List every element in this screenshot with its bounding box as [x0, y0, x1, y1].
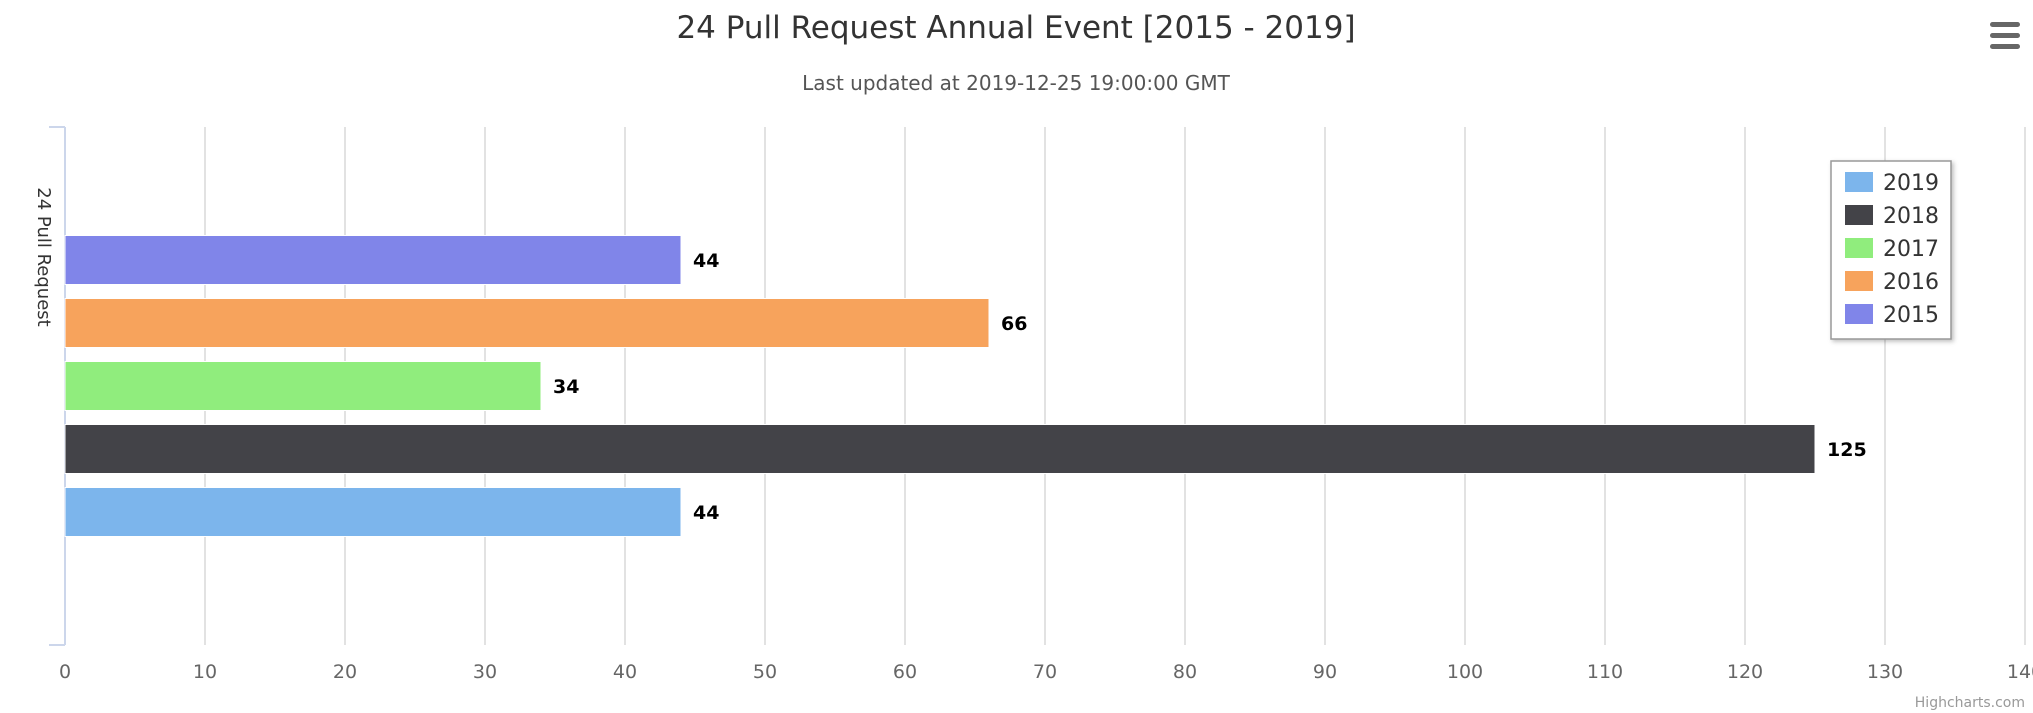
legend-label: 2016 — [1883, 270, 1939, 295]
legend-item-2016[interactable]: 2016 — [1845, 270, 1939, 295]
data-label-2017: 34 — [553, 376, 579, 398]
x-tick-label: 50 — [753, 661, 777, 683]
legend-item-2019[interactable]: 2019 — [1845, 171, 1939, 196]
x-tick-label: 0 — [59, 661, 71, 683]
legend-item-2017[interactable]: 2017 — [1845, 237, 1939, 262]
y-axis-title: 24 Pull Request — [33, 187, 54, 326]
x-tick-label: 70 — [1033, 661, 1057, 683]
legend-item-2015[interactable]: 2015 — [1845, 303, 1939, 328]
x-axis-tick-labels: 0 10 20 30 40 50 60 70 80 90 100 110 120 130 140 — [59, 661, 2033, 683]
data-labels: 44 66 34 125 44 — [553, 250, 1867, 524]
chart-subtitle: Last updated at 2019-12-25 19:00:00 GMT — [802, 71, 1231, 95]
x-tick-label: 60 — [893, 661, 917, 683]
bar-2017[interactable] — [64, 361, 542, 411]
x-tick-label: 120 — [1727, 661, 1763, 683]
legend-swatch — [1845, 205, 1873, 225]
data-label-2019: 44 — [693, 502, 719, 524]
legend-swatch — [1845, 271, 1873, 291]
x-tick-label: 40 — [613, 661, 637, 683]
legend-swatch — [1845, 238, 1873, 258]
chart-title: 24 Pull Request Annual Event [2015 - 201… — [676, 10, 1355, 46]
legend-swatch — [1845, 172, 1873, 192]
legend-item-2018[interactable]: 2018 — [1845, 204, 1939, 229]
legend-swatch — [1845, 304, 1873, 324]
bar-2016[interactable] — [64, 298, 990, 348]
bar-2018[interactable] — [64, 424, 1816, 474]
data-label-2018: 125 — [1827, 439, 1867, 461]
bar-series — [64, 235, 1816, 537]
legend-label: 2019 — [1883, 171, 1939, 196]
x-tick-label: 110 — [1587, 661, 1623, 683]
x-tick-label: 30 — [473, 661, 497, 683]
legend-label: 2017 — [1883, 237, 1939, 262]
x-tick-label: 80 — [1173, 661, 1197, 683]
legend-label: 2018 — [1883, 204, 1939, 229]
data-label-2016: 66 — [1001, 313, 1027, 335]
grid-lines — [204, 127, 2026, 645]
x-tick-label: 20 — [333, 661, 357, 683]
bar-2015[interactable] — [64, 235, 682, 285]
x-tick-label: 130 — [1867, 661, 1903, 683]
x-tick-label: 90 — [1313, 661, 1337, 683]
x-tick-label: 10 — [193, 661, 217, 683]
bar-2019[interactable] — [64, 487, 682, 537]
legend: 2019 2018 2017 2016 2015 — [1830, 160, 1952, 340]
legend-label: 2015 — [1883, 303, 1939, 328]
data-label-2015: 44 — [693, 250, 719, 272]
credits-link[interactable]: Highcharts.com — [1915, 695, 2025, 711]
hamburger-menu-icon[interactable] — [1980, 18, 2020, 52]
x-tick-label: 100 — [1447, 661, 1483, 683]
x-tick-label: 140 — [2007, 661, 2033, 683]
